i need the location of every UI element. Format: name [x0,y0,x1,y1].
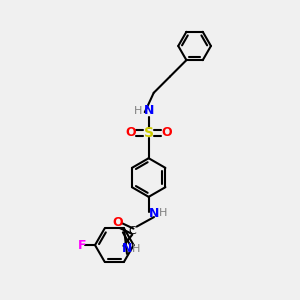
Text: F: F [77,238,86,252]
Text: O: O [125,126,136,140]
Text: N: N [122,242,132,255]
Text: C: C [128,226,136,236]
Text: O: O [112,216,123,229]
Text: S: S [144,126,154,140]
Text: H: H [132,244,141,254]
Text: N: N [149,207,159,220]
Text: N: N [143,104,154,117]
Text: O: O [161,126,172,140]
Text: H: H [159,208,168,218]
Text: H: H [134,106,142,116]
